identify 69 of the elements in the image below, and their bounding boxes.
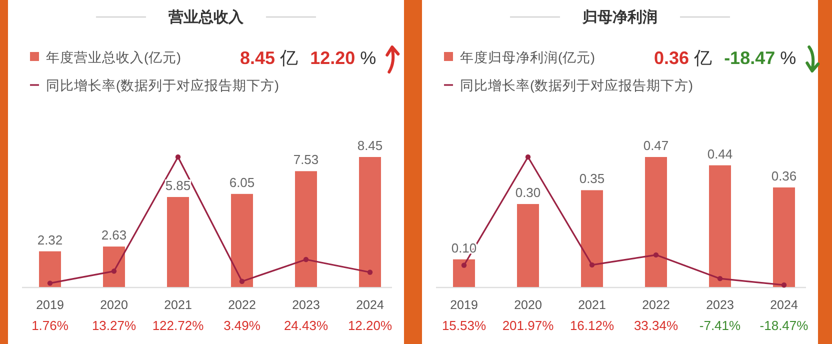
data-label: 6.05 bbox=[229, 174, 255, 190]
point bbox=[367, 270, 373, 275]
data-label: 33.34% bbox=[634, 318, 678, 333]
x-tick-label: 2021 bbox=[164, 298, 192, 312]
point bbox=[781, 282, 787, 288]
data-label: 0.35 bbox=[579, 171, 605, 186]
point bbox=[175, 154, 181, 160]
bar bbox=[709, 165, 731, 287]
data-label: 16.12% bbox=[570, 318, 614, 333]
chart-title: 营业总收入 bbox=[168, 9, 244, 26]
legend-label: 同比增长率(数据列于对应报告期下方) bbox=[46, 78, 279, 93]
bar bbox=[359, 157, 381, 287]
data-label: 12.20% bbox=[348, 318, 392, 333]
data-label: 24.43% bbox=[284, 318, 328, 333]
data-label: 0.36 bbox=[771, 168, 797, 184]
data-label: 15.53% bbox=[442, 318, 486, 333]
data-label: 122.72% bbox=[152, 318, 204, 333]
bar bbox=[517, 204, 539, 287]
data-label: 1.76% bbox=[32, 318, 69, 333]
point bbox=[653, 252, 659, 258]
point bbox=[525, 154, 531, 160]
point bbox=[111, 268, 117, 274]
bar bbox=[645, 157, 667, 287]
data-label: 0.44 bbox=[707, 146, 733, 162]
data-label: 13.27% bbox=[92, 318, 136, 333]
point bbox=[461, 262, 467, 268]
text: 0.36 亿 bbox=[654, 48, 712, 68]
data-label: 5.85 bbox=[165, 178, 191, 193]
bar bbox=[295, 171, 317, 287]
x-tick-label: 2021 bbox=[578, 298, 606, 312]
x-tick-label: 2020 bbox=[514, 298, 542, 312]
legend-label: 年度营业总收入(亿元) bbox=[46, 50, 181, 65]
bar bbox=[167, 197, 189, 287]
point bbox=[47, 280, 53, 286]
data-label: 201.97% bbox=[502, 318, 554, 333]
bar bbox=[103, 246, 125, 287]
data-label: 7.53 bbox=[293, 152, 319, 168]
point bbox=[717, 276, 723, 282]
text: 8.45 亿 bbox=[240, 48, 298, 68]
x-tick-label: 2022 bbox=[642, 298, 670, 312]
x-tick-label: 2024 bbox=[356, 298, 384, 312]
text: 12.20 % bbox=[310, 48, 376, 68]
legend-label: 年度归母净利润(亿元) bbox=[460, 50, 595, 65]
data-label: -7.41% bbox=[699, 318, 742, 333]
bar bbox=[773, 187, 795, 287]
x-tick-label: 2022 bbox=[228, 298, 256, 312]
bar bbox=[453, 259, 475, 287]
data-label: -18.47% bbox=[760, 318, 809, 333]
x-tick-label: 2024 bbox=[770, 298, 798, 312]
data-label: 0.30 bbox=[515, 185, 541, 200]
bar bbox=[581, 190, 603, 287]
x-tick-label: 2019 bbox=[36, 298, 64, 312]
x-tick-label: 2020 bbox=[100, 298, 128, 312]
data-label: 3.49% bbox=[224, 318, 261, 333]
data-label: 2.32 bbox=[37, 232, 63, 248]
data-label: 2.63 bbox=[101, 228, 127, 243]
point bbox=[239, 278, 245, 284]
data-label: 0.47 bbox=[643, 138, 669, 153]
x-tick-label: 2023 bbox=[706, 298, 734, 312]
x-tick-label: 2023 bbox=[292, 298, 320, 312]
bar bbox=[39, 251, 61, 287]
data-label: 8.45 bbox=[357, 138, 383, 153]
legend-label: 同比增长率(数据列于对应报告期下方) bbox=[460, 78, 693, 93]
point bbox=[303, 256, 309, 262]
bar bbox=[231, 194, 253, 287]
point bbox=[589, 262, 595, 268]
x-tick-label: 2019 bbox=[450, 298, 478, 312]
text: -18.47 % bbox=[724, 48, 796, 68]
chart-title: 归母净利润 bbox=[582, 8, 658, 26]
